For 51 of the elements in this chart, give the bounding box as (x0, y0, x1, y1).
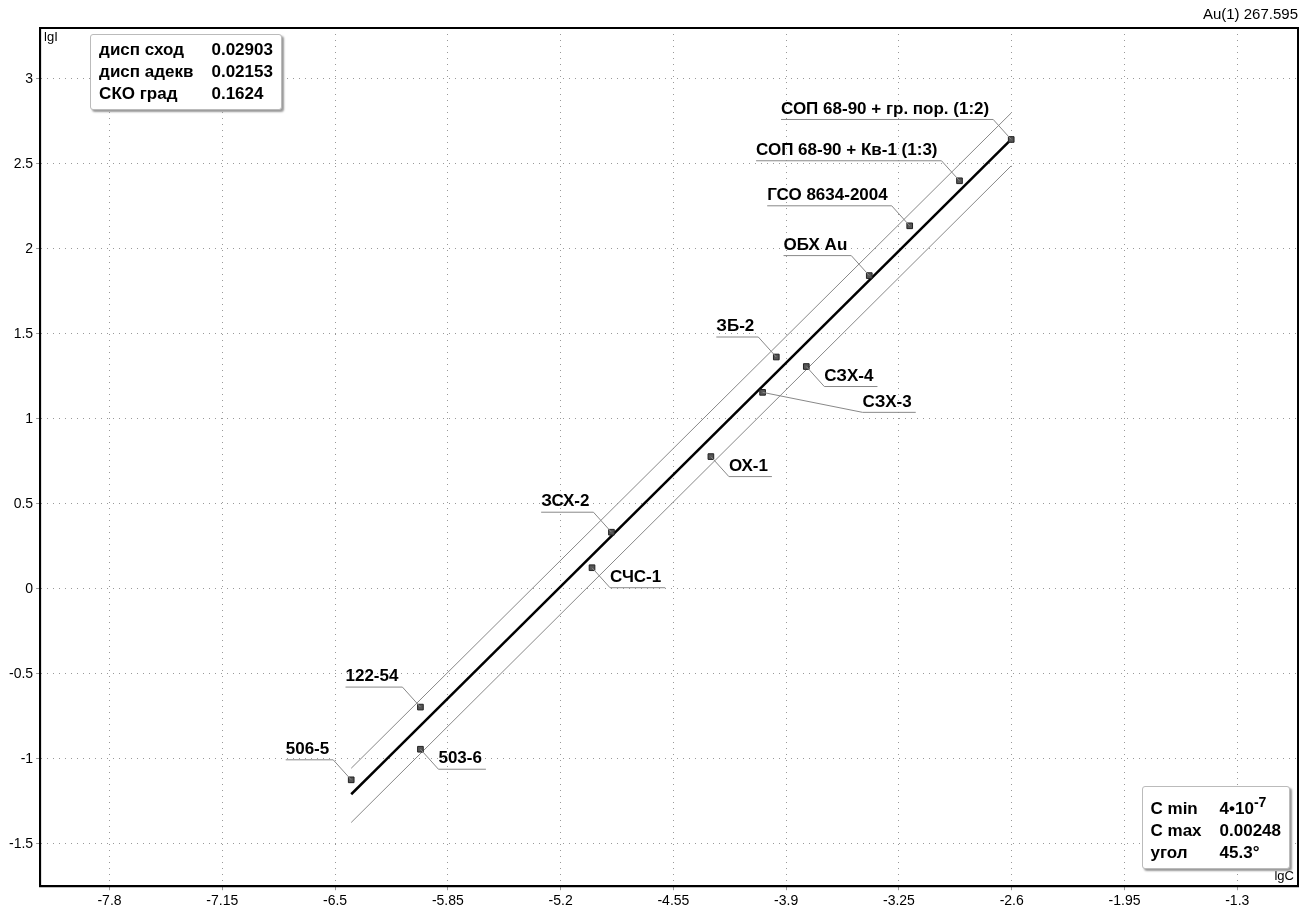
annotation: ОХ-1 (728, 455, 768, 475)
x-tick-label: -3.9 (774, 892, 799, 909)
x-tick-label: -1.95 (1108, 892, 1141, 909)
y-tick-label: 1.5 (13, 324, 34, 341)
annotation: 0.02903 (211, 39, 273, 61)
y-tick-label: 3 (25, 69, 34, 86)
annotation: ЗБ-2 (716, 316, 755, 336)
x-tick-label: -5.2 (548, 892, 573, 909)
y-axis-title: lgI (44, 29, 58, 45)
annotation: дисп сход (99, 39, 185, 61)
annotation: угол (1150, 841, 1189, 864)
annotation: СЗХ-4 (824, 365, 874, 385)
annotation: СКО град (99, 83, 179, 105)
x-tick-label: -2.6 (999, 892, 1024, 909)
annotation: ЗСХ-2 (541, 491, 590, 511)
annotation: 506-5 (285, 739, 330, 758)
x-tick-label: -7.15 (206, 892, 239, 909)
y-tick-label: -0.5 (9, 664, 34, 681)
annotation: СОП 68-90 + Кв-1 (1:3) (756, 139, 938, 159)
x-tick-label: -5.85 (431, 892, 465, 909)
annotation: 0.1624 (211, 83, 265, 105)
annotation: СЗХ-3 (862, 391, 912, 411)
annotation: 45.3° (1219, 841, 1261, 864)
annotation: 122-54 (345, 666, 399, 686)
annotation: СЧС-1 (610, 566, 662, 586)
annotation: C min (1150, 797, 1199, 820)
annotation: 0.00248 (1219, 819, 1281, 842)
y-tick-label: 1 (25, 409, 34, 426)
annotation: C max (1150, 819, 1202, 842)
annotation: СОП 68-90 + гр. пор. (1:2) (781, 98, 990, 118)
y-tick-label: 2.5 (13, 154, 34, 171)
annotation: 503-6 (438, 748, 482, 768)
y-tick-label: 2 (25, 239, 34, 256)
x-tick-label: -3.25 (882, 892, 916, 909)
point (906, 222, 914, 230)
annotation: 4•10$^{-7}$ (1219, 793, 1268, 820)
x-tick-label: -6.5 (323, 892, 348, 909)
y-tick-label: 0 (25, 579, 34, 596)
y-tick-label: -1 (20, 749, 34, 766)
annotation: дисп адекв (99, 61, 194, 83)
x-tick-label: -4.55 (657, 892, 690, 909)
x-axis-title: lgC (1274, 868, 1294, 884)
annotation: ОБХ Au (783, 234, 848, 254)
x-tick-label: -1.3 (1225, 892, 1250, 909)
y-tick-label: 0.5 (13, 494, 34, 511)
annotation: 0.02153 (211, 61, 273, 83)
point (759, 389, 766, 396)
chart-title: Au(1) 267.595 (1202, 5, 1298, 23)
y-tick-label: -1.5 (9, 834, 34, 851)
annotation: ГСО 8634-2004 (767, 185, 889, 204)
x-tick-label: -7.8 (97, 892, 122, 909)
